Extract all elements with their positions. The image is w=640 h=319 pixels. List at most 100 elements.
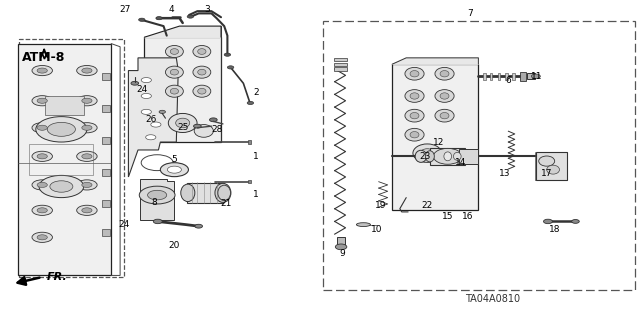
Text: 14: 14	[455, 158, 466, 167]
Text: 9: 9	[339, 249, 345, 258]
Circle shape	[37, 154, 47, 159]
Circle shape	[37, 98, 47, 103]
Circle shape	[187, 15, 193, 18]
Ellipse shape	[410, 113, 419, 119]
Ellipse shape	[166, 46, 183, 57]
Text: FR.: FR.	[47, 272, 67, 282]
Bar	[334, 67, 347, 70]
Circle shape	[141, 109, 152, 115]
Text: 28: 28	[211, 125, 223, 134]
Text: ATM-8: ATM-8	[22, 51, 66, 64]
Text: 5: 5	[172, 155, 177, 164]
Text: 1: 1	[253, 190, 259, 199]
Bar	[18, 44, 111, 275]
Ellipse shape	[435, 90, 454, 102]
Ellipse shape	[435, 109, 454, 122]
Circle shape	[37, 182, 47, 188]
Bar	[527, 73, 534, 79]
Bar	[430, 148, 465, 165]
Bar	[505, 73, 508, 80]
Ellipse shape	[433, 148, 462, 164]
Circle shape	[77, 65, 97, 76]
Ellipse shape	[180, 184, 195, 202]
Ellipse shape	[166, 85, 183, 97]
Circle shape	[32, 205, 52, 215]
Ellipse shape	[198, 49, 206, 54]
Circle shape	[77, 123, 97, 133]
Circle shape	[151, 122, 161, 127]
Circle shape	[37, 208, 47, 213]
Text: 22: 22	[422, 201, 433, 210]
Circle shape	[82, 208, 92, 213]
Circle shape	[82, 98, 92, 103]
Text: 26: 26	[145, 115, 156, 124]
Bar	[102, 137, 110, 144]
Ellipse shape	[440, 93, 449, 99]
Circle shape	[32, 180, 52, 190]
Ellipse shape	[193, 46, 211, 57]
Ellipse shape	[405, 90, 424, 102]
Text: 3: 3	[204, 5, 210, 14]
Text: 7: 7	[467, 9, 473, 18]
Circle shape	[77, 151, 97, 161]
Circle shape	[168, 166, 181, 173]
Ellipse shape	[405, 128, 424, 141]
Circle shape	[572, 219, 579, 223]
Bar	[102, 169, 110, 176]
Ellipse shape	[440, 70, 449, 77]
Bar	[334, 63, 347, 66]
Text: 21: 21	[220, 199, 232, 208]
Ellipse shape	[539, 156, 555, 166]
Circle shape	[32, 96, 52, 106]
Ellipse shape	[170, 49, 179, 54]
Text: 23: 23	[420, 152, 431, 161]
Ellipse shape	[454, 152, 461, 160]
Bar	[248, 180, 252, 183]
Bar	[102, 200, 110, 207]
Circle shape	[131, 81, 139, 85]
Circle shape	[37, 235, 47, 240]
Circle shape	[193, 124, 201, 128]
Ellipse shape	[170, 69, 179, 75]
Circle shape	[77, 96, 97, 106]
Text: 2: 2	[253, 88, 259, 97]
Circle shape	[82, 154, 92, 159]
Bar	[29, 144, 93, 175]
Circle shape	[141, 78, 152, 83]
Bar	[45, 96, 84, 115]
Polygon shape	[392, 58, 478, 64]
Text: 17: 17	[541, 169, 552, 178]
Circle shape	[47, 122, 76, 136]
Text: 6: 6	[505, 76, 511, 85]
Circle shape	[32, 123, 52, 133]
Bar	[520, 71, 526, 81]
Bar	[536, 152, 566, 180]
Ellipse shape	[413, 144, 442, 162]
Circle shape	[32, 65, 52, 76]
Circle shape	[77, 205, 97, 215]
Ellipse shape	[194, 124, 213, 137]
Ellipse shape	[415, 150, 427, 162]
Circle shape	[543, 219, 552, 224]
Circle shape	[209, 118, 217, 122]
Bar	[145, 37, 221, 142]
Text: 10: 10	[371, 225, 383, 234]
Text: 13: 13	[499, 169, 511, 178]
Circle shape	[50, 181, 73, 192]
Circle shape	[148, 190, 167, 200]
Circle shape	[161, 163, 188, 177]
Bar	[497, 73, 500, 80]
Text: 27: 27	[120, 5, 131, 14]
Circle shape	[140, 186, 175, 204]
Circle shape	[77, 180, 97, 190]
Ellipse shape	[420, 149, 435, 158]
Circle shape	[82, 125, 92, 130]
Bar	[392, 64, 478, 210]
Circle shape	[36, 117, 87, 142]
Bar	[248, 140, 252, 144]
Ellipse shape	[405, 109, 424, 122]
Bar	[19, 39, 124, 277]
Ellipse shape	[170, 88, 179, 94]
Ellipse shape	[444, 152, 452, 161]
Circle shape	[227, 66, 234, 69]
